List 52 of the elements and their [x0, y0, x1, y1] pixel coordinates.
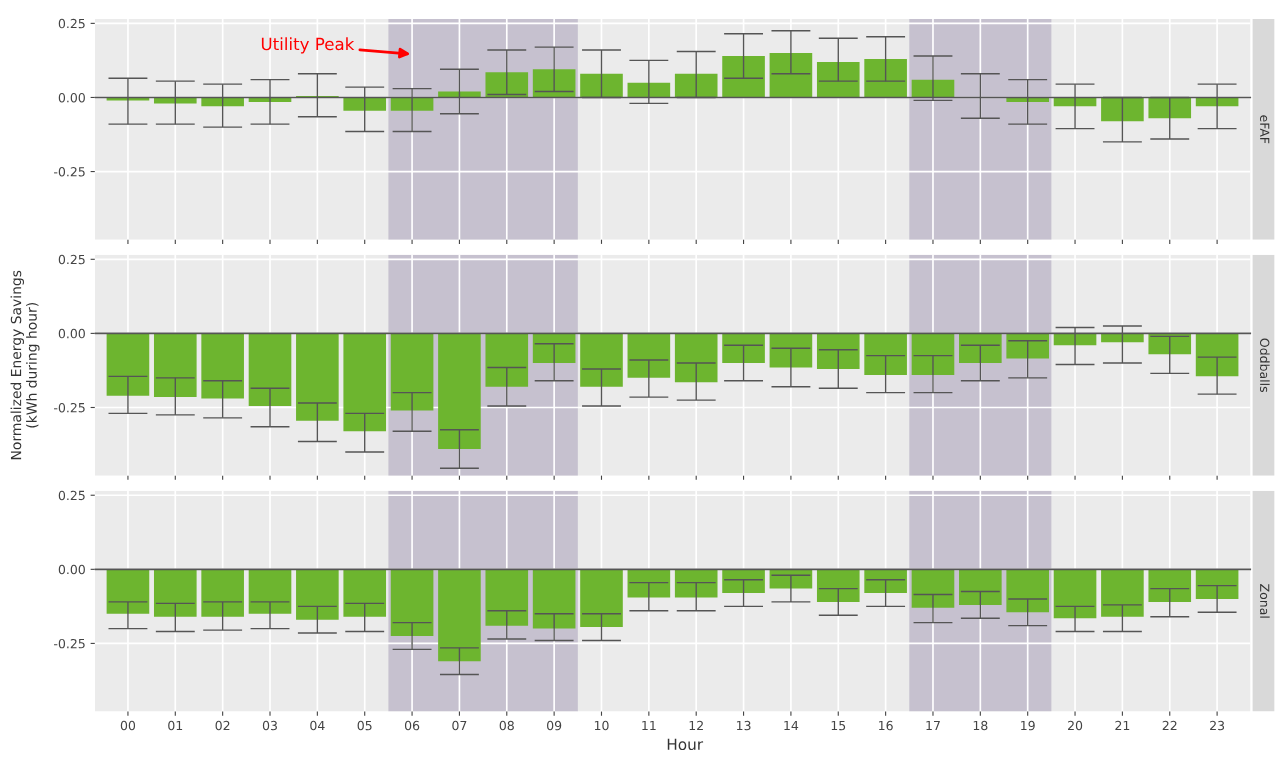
y-tick-label: -0.25 [54, 167, 85, 177]
y-tick-label: 0.25 [58, 18, 85, 29]
x-tick-label: 07 [452, 720, 467, 731]
text: eFAF [1259, 115, 1270, 144]
x-tick-label: 12 [689, 720, 703, 731]
bar [816, 61, 860, 98]
bar [343, 97, 387, 111]
x-tick-label: 03 [262, 720, 277, 731]
x-tick-label: 15 [831, 720, 846, 731]
x-tick-label: 18 [973, 720, 988, 731]
x-tick-label: 06 [404, 720, 420, 731]
y-tick-label: 0.25 [58, 254, 85, 265]
x-tick-label: 02 [215, 720, 230, 731]
x-tick-label: 16 [879, 720, 893, 731]
x-tick-label: 22 [1162, 720, 1177, 731]
x-tick-label: 09 [547, 720, 562, 731]
x-tick-label: 17 [926, 720, 940, 731]
y-tick-label: -0.25 [54, 402, 85, 413]
bar [674, 73, 718, 98]
x-tick-label: 11 [642, 720, 656, 731]
text: Zonal [1259, 584, 1270, 618]
bar [1148, 97, 1192, 119]
x-tick-label: 04 [310, 720, 325, 731]
x-tick-label: 23 [1210, 720, 1225, 731]
text: Oddballs [1259, 338, 1270, 393]
y-tick-label: 0.25 [58, 490, 85, 501]
bar [532, 69, 576, 98]
bar [485, 72, 529, 98]
bar [390, 97, 434, 111]
x-tick-label: 01 [168, 720, 183, 731]
x-tick-label: 00 [120, 720, 136, 731]
x-axis-title: Hour [667, 738, 704, 751]
y-tick-label: -0.25 [54, 638, 85, 649]
bar [1101, 97, 1144, 122]
y-tick-label: 0.00 [58, 92, 85, 103]
x-tick-label: 13 [736, 720, 751, 731]
x-tick-label: 20 [1068, 720, 1083, 731]
bar [580, 73, 623, 98]
y-axis-title: Normalized Energy Savings (kWh during hour) [10, 270, 40, 460]
y-tick-label: 0.00 [58, 328, 85, 339]
bar [722, 55, 765, 98]
x-tick-label: 05 [357, 720, 372, 731]
bar [769, 53, 813, 98]
x-tick-label: 14 [784, 720, 799, 731]
x-tick-label: 10 [594, 720, 609, 731]
bar [864, 58, 907, 98]
bar [911, 79, 955, 98]
annotation: Utility Peak [261, 37, 355, 54]
x-tick-label: 08 [499, 720, 514, 731]
y-tick-label: 0.00 [58, 564, 85, 575]
x-tick-label: 21 [1115, 720, 1130, 731]
x-tick-label: 19 [1021, 720, 1035, 731]
